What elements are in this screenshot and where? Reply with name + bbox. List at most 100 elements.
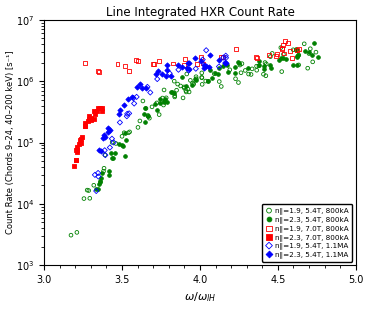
n∥=2.3, 7.0T, 800kA <box>91 117 97 122</box>
n∥=2.3, 5.4T, 800kA <box>232 64 238 69</box>
n∥=1.9, 5.4T, 800kA <box>91 183 97 188</box>
n∥=1.9, 5.4T, 800kA <box>199 75 205 80</box>
n∥=2.3, 7.0T, 800kA <box>72 163 77 168</box>
n∥=1.9, 5.4T, 1.1MA <box>109 136 115 141</box>
n∥=2.3, 7.0T, 800kA <box>76 141 82 146</box>
n∥=1.9, 5.4T, 1.1MA <box>203 48 209 53</box>
n∥=1.9, 5.4T, 800kA <box>84 188 90 193</box>
Legend: n∥=1.9, 5.4T, 800kA, n∥=2.3, 5.4T, 800kA, n∥=1.9, 7.0T, 800kA, n∥=2.3, 7.0T, 800: n∥=1.9, 5.4T, 800kA, n∥=2.3, 5.4T, 800kA… <box>262 204 352 262</box>
n∥=1.9, 5.4T, 800kA <box>146 116 152 121</box>
n∥=1.9, 5.4T, 800kA <box>263 61 269 66</box>
n∥=1.9, 5.4T, 800kA <box>246 72 252 77</box>
n∥=1.9, 5.4T, 800kA <box>145 114 151 119</box>
n∥=1.9, 5.4T, 800kA <box>256 63 262 68</box>
n∥=2.3, 5.4T, 800kA <box>95 187 101 192</box>
n∥=1.9, 5.4T, 1.1MA <box>126 111 132 116</box>
n∥=2.3, 5.4T, 1.1MA <box>184 65 190 70</box>
n∥=2.3, 5.4T, 800kA <box>215 72 221 77</box>
n∥=2.3, 5.4T, 800kA <box>212 70 218 75</box>
n∥=2.3, 5.4T, 800kA <box>155 107 161 112</box>
n∥=2.3, 5.4T, 1.1MA <box>143 86 149 91</box>
n∥=2.3, 7.0T, 800kA <box>77 137 83 142</box>
n∥=1.9, 5.4T, 800kA <box>140 99 146 104</box>
n∥=1.9, 5.4T, 800kA <box>121 130 127 135</box>
n∥=1.9, 5.4T, 800kA <box>279 69 284 74</box>
n∥=2.3, 5.4T, 1.1MA <box>223 61 229 66</box>
n∥=1.9, 5.4T, 800kA <box>102 153 108 157</box>
n∥=2.3, 5.4T, 800kA <box>207 67 213 72</box>
n∥=1.9, 7.0T, 800kA <box>282 38 287 43</box>
n∥=2.3, 7.0T, 800kA <box>82 124 87 129</box>
n∥=1.9, 5.4T, 800kA <box>161 87 167 92</box>
n∥=1.9, 5.4T, 800kA <box>127 129 132 134</box>
n∥=2.3, 7.0T, 800kA <box>73 157 79 162</box>
n∥=1.9, 5.4T, 800kA <box>180 95 186 100</box>
n∥=1.9, 7.0T, 800kA <box>200 61 206 66</box>
n∥=2.3, 5.4T, 800kA <box>180 74 186 79</box>
n∥=1.9, 5.4T, 800kA <box>301 41 307 46</box>
n∥=1.9, 5.4T, 800kA <box>81 196 87 201</box>
n∥=1.9, 7.0T, 800kA <box>135 59 141 64</box>
n∥=1.9, 5.4T, 1.1MA <box>102 153 108 157</box>
n∥=2.3, 5.4T, 1.1MA <box>186 60 192 65</box>
n∥=1.9, 5.4T, 1.1MA <box>144 84 150 89</box>
n∥=2.3, 5.4T, 1.1MA <box>206 65 212 70</box>
Title: Line Integrated HXR Count Rate: Line Integrated HXR Count Rate <box>106 6 294 19</box>
n∥=2.3, 5.4T, 800kA <box>245 65 251 70</box>
n∥=2.3, 5.4T, 800kA <box>310 52 315 57</box>
n∥=2.3, 5.4T, 1.1MA <box>192 55 198 60</box>
n∥=2.3, 5.4T, 800kA <box>169 89 175 94</box>
n∥=2.3, 7.0T, 800kA <box>74 145 80 150</box>
n∥=2.3, 5.4T, 800kA <box>278 55 284 60</box>
n∥=1.9, 5.4T, 1.1MA <box>124 111 130 116</box>
n∥=1.9, 5.4T, 800kA <box>237 63 243 68</box>
n∥=1.9, 5.4T, 800kA <box>290 47 296 52</box>
n∥=1.9, 5.4T, 1.1MA <box>124 114 130 119</box>
n∥=1.9, 7.0T, 800kA <box>279 46 285 51</box>
n∥=2.3, 5.4T, 800kA <box>163 100 169 105</box>
n∥=1.9, 5.4T, 1.1MA <box>95 170 101 175</box>
n∥=2.3, 5.4T, 800kA <box>294 54 300 59</box>
n∥=2.3, 5.4T, 800kA <box>293 47 299 52</box>
n∥=1.9, 5.4T, 800kA <box>263 73 269 78</box>
n∥=2.3, 5.4T, 1.1MA <box>185 60 191 65</box>
n∥=1.9, 5.4T, 800kA <box>305 66 311 71</box>
n∥=2.3, 5.4T, 800kA <box>183 84 189 89</box>
n∥=2.3, 5.4T, 800kA <box>209 76 215 81</box>
n∥=2.3, 7.0T, 800kA <box>92 108 97 113</box>
n∥=2.3, 5.4T, 1.1MA <box>139 86 145 91</box>
Y-axis label: Count Rate (Chords 9–24, 40–200 keV) [s⁻¹]: Count Rate (Chords 9–24, 40–200 keV) [s⁻… <box>6 51 14 234</box>
n∥=1.9, 5.4T, 800kA <box>313 50 319 55</box>
n∥=2.3, 5.4T, 1.1MA <box>163 74 169 79</box>
n∥=1.9, 5.4T, 800kA <box>248 72 254 77</box>
n∥=2.3, 5.4T, 800kA <box>120 143 125 148</box>
n∥=1.9, 5.4T, 800kA <box>249 66 255 71</box>
n∥=1.9, 5.4T, 1.1MA <box>176 67 182 72</box>
n∥=2.3, 5.4T, 800kA <box>152 101 158 106</box>
n∥=1.9, 5.4T, 1.1MA <box>93 188 99 193</box>
n∥=2.3, 5.4T, 800kA <box>256 58 262 63</box>
n∥=2.3, 5.4T, 1.1MA <box>186 67 192 72</box>
n∥=1.9, 5.4T, 800kA <box>203 79 208 84</box>
n∥=2.3, 5.4T, 1.1MA <box>216 58 222 63</box>
n∥=2.3, 5.4T, 800kA <box>119 143 125 148</box>
n∥=1.9, 7.0T, 800kA <box>114 61 120 66</box>
n∥=1.9, 5.4T, 800kA <box>296 53 302 58</box>
n∥=1.9, 5.4T, 800kA <box>86 188 92 193</box>
n∥=2.3, 5.4T, 1.1MA <box>207 52 213 57</box>
n∥=2.3, 5.4T, 1.1MA <box>201 65 207 70</box>
n∥=2.3, 7.0T, 800kA <box>94 108 100 113</box>
n∥=1.9, 5.4T, 800kA <box>181 84 187 89</box>
n∥=1.9, 5.4T, 1.1MA <box>216 64 222 69</box>
n∥=1.9, 5.4T, 800kA <box>156 112 162 117</box>
n∥=2.3, 5.4T, 800kA <box>116 142 122 147</box>
n∥=1.9, 5.4T, 800kA <box>191 82 197 86</box>
n∥=2.3, 5.4T, 1.1MA <box>165 63 170 68</box>
n∥=1.9, 5.4T, 800kA <box>242 68 248 73</box>
n∥=2.3, 5.4T, 800kA <box>261 66 267 71</box>
n∥=1.9, 5.4T, 800kA <box>216 79 222 84</box>
n∥=1.9, 7.0T, 800kA <box>218 55 224 60</box>
n∥=2.3, 5.4T, 1.1MA <box>179 64 185 69</box>
n∥=1.9, 5.4T, 800kA <box>154 100 160 105</box>
n∥=1.9, 5.4T, 1.1MA <box>186 68 192 73</box>
